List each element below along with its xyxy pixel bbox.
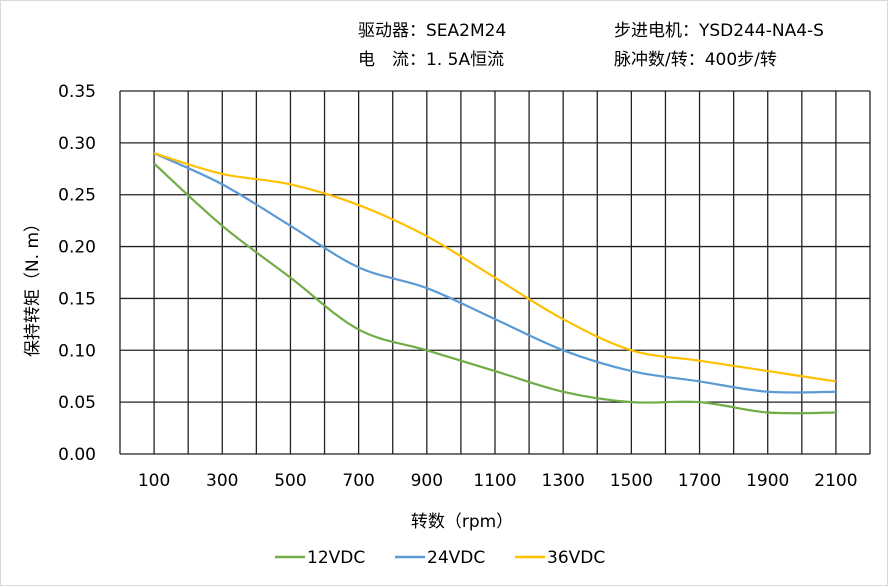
- x-tick-label: 700: [342, 471, 374, 491]
- x-axis-label: 转数（rpm）: [411, 512, 513, 532]
- y-tick-label: 0.35: [58, 82, 96, 102]
- x-tick-label: 1700: [678, 471, 721, 491]
- motor-label: 步进电机：YSD244-NA4-S: [614, 21, 824, 41]
- x-tick-label: 1300: [542, 471, 585, 491]
- driver-label: 驱动器：SEA2M24: [358, 21, 507, 41]
- legend-label: 36VDC: [547, 548, 605, 568]
- y-tick-label: 0.25: [58, 186, 96, 206]
- y-tick-label: 0.05: [58, 393, 96, 413]
- y-tick-label: 0.20: [58, 238, 96, 258]
- x-tick-label: 500: [274, 471, 306, 491]
- x-tick-label: 900: [411, 471, 443, 491]
- legend-label: 12VDC: [307, 548, 365, 568]
- y-tick-label: 0.10: [58, 341, 96, 361]
- x-tick-label: 1900: [746, 471, 789, 491]
- x-tick-label: 2100: [814, 471, 857, 491]
- series-line-12VDC: [153, 162, 836, 415]
- y-tick-label: 0.00: [58, 445, 96, 465]
- series-line-36VDC: [153, 152, 837, 383]
- x-tick-label: 1500: [610, 471, 653, 491]
- series-line-24VDC: [153, 152, 836, 394]
- y-tick-label: 0.15: [58, 289, 96, 309]
- pulses-label: 脉冲数/转：400步/转: [614, 50, 777, 70]
- x-tick-label: 1100: [473, 471, 516, 491]
- x-tick-label: 100: [138, 471, 170, 491]
- y-axis-label: 保持转矩（N. m）: [23, 215, 43, 357]
- legend-label: 24VDC: [427, 548, 485, 568]
- x-tick-label: 300: [206, 471, 238, 491]
- current-label: 电 流：1. 5A恒流: [358, 50, 505, 70]
- y-tick-label: 0.30: [58, 134, 96, 154]
